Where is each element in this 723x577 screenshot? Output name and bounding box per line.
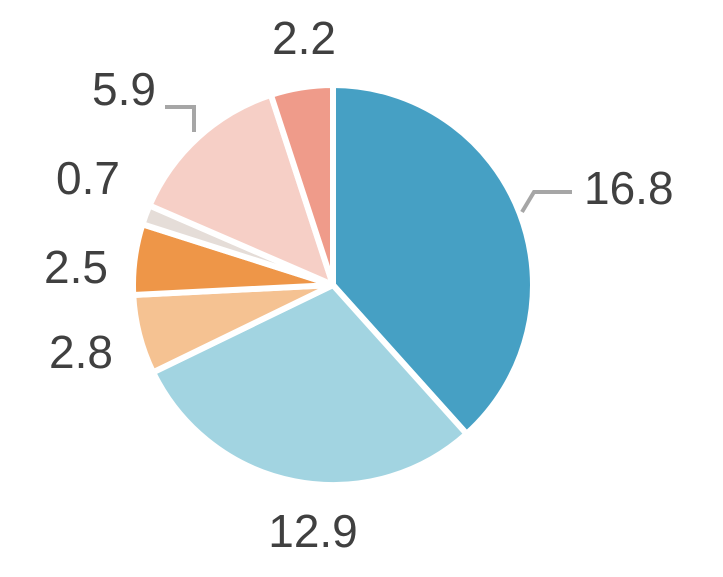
data-label-2-8: 2.8 — [49, 326, 113, 378]
data-label-5-9: 5.9 — [92, 63, 156, 115]
labels-layer: 16.8 12.9 2.8 2.5 0.7 5.9 2.2 — [44, 12, 673, 557]
pie-slice-5-9 — [145, 91, 338, 291]
pie-slice-2-2 — [267, 81, 336, 286]
pie-slice-16-8 — [330, 81, 536, 439]
data-label-2-5: 2.5 — [44, 241, 108, 293]
data-label-12-9: 12.9 — [268, 505, 358, 557]
data-label-2-2: 2.2 — [272, 12, 336, 64]
leader-lines-layer — [165, 105, 572, 214]
slices-layer — [129, 81, 536, 488]
leader-line-5-9 — [165, 105, 196, 132]
data-label-0-7: 0.7 — [56, 152, 120, 204]
leader-line-16-8 — [520, 190, 572, 214]
data-label-16-8: 16.8 — [584, 162, 674, 214]
